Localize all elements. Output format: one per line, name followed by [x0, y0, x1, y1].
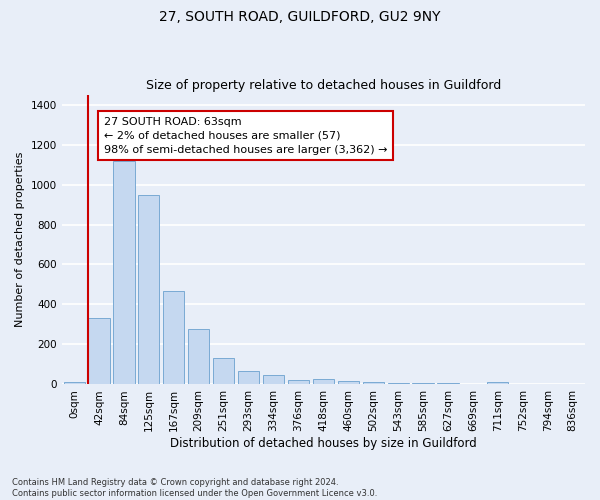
- Bar: [188, 330, 209, 384]
- Title: Size of property relative to detached houses in Guildford: Size of property relative to detached ho…: [146, 79, 501, 92]
- Bar: [64, 382, 85, 384]
- Y-axis label: Number of detached properties: Number of detached properties: [15, 152, 25, 327]
- Bar: [88, 318, 110, 384]
- Bar: [487, 382, 508, 384]
- Text: 27 SOUTH ROAD: 63sqm
← 2% of detached houses are smaller (57)
98% of semi-detach: 27 SOUTH ROAD: 63sqm ← 2% of detached ho…: [104, 116, 388, 154]
- Bar: [313, 380, 334, 384]
- Bar: [163, 292, 184, 384]
- Bar: [338, 381, 359, 384]
- Text: 27, SOUTH ROAD, GUILDFORD, GU2 9NY: 27, SOUTH ROAD, GUILDFORD, GU2 9NY: [159, 10, 441, 24]
- Bar: [113, 160, 134, 384]
- Text: Contains HM Land Registry data © Crown copyright and database right 2024.
Contai: Contains HM Land Registry data © Crown c…: [12, 478, 377, 498]
- Bar: [362, 382, 384, 384]
- Bar: [288, 380, 309, 384]
- Bar: [138, 194, 160, 384]
- Bar: [263, 375, 284, 384]
- X-axis label: Distribution of detached houses by size in Guildford: Distribution of detached houses by size …: [170, 437, 477, 450]
- Bar: [238, 372, 259, 384]
- Bar: [213, 358, 234, 384]
